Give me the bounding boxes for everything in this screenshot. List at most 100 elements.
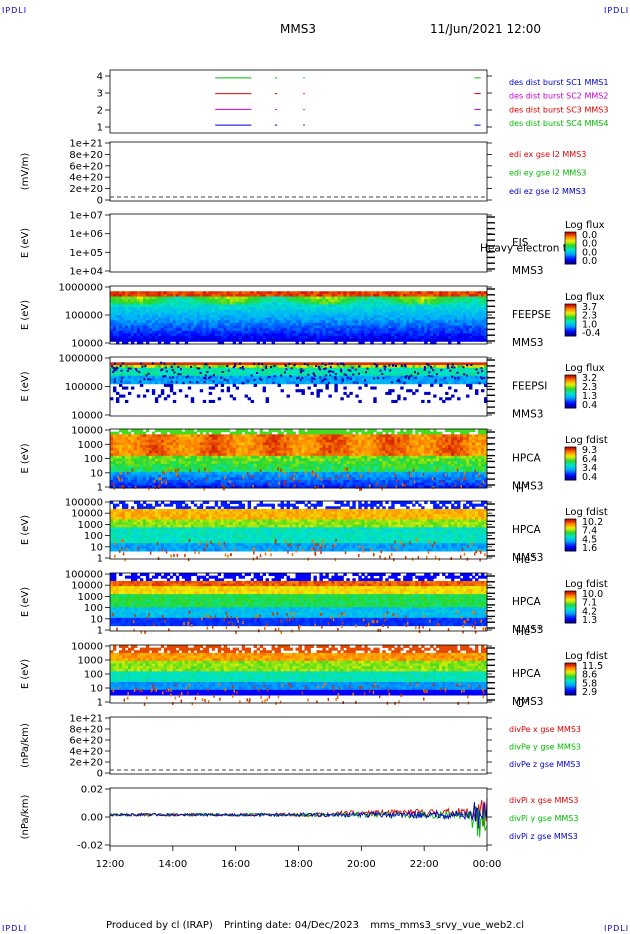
heatmap-cell — [319, 293, 323, 297]
heatmap-cell — [166, 367, 171, 371]
heatmap-cell — [127, 317, 132, 321]
heatmap-speckle — [273, 375, 276, 378]
heatmap-cell — [232, 466, 237, 470]
heatmap-cell — [193, 333, 198, 337]
colorbar-segment — [565, 380, 576, 383]
heatmap-cell — [325, 301, 329, 305]
heatmap-cell — [235, 301, 240, 305]
heatmap-speckle — [208, 366, 211, 369]
heatmap-cell — [352, 312, 356, 316]
heatmap-cell — [298, 375, 302, 379]
heatmap-cell — [202, 317, 207, 321]
heatmap-cell — [256, 375, 260, 379]
heatmap-cell — [142, 296, 147, 300]
heatmap-cell — [415, 373, 419, 377]
heatmap-cell — [439, 301, 443, 305]
heatmap-cell — [139, 322, 144, 326]
heatmap-cell — [208, 373, 213, 377]
heatmap-cell — [280, 312, 284, 316]
heatmap-cell — [157, 455, 162, 459]
heatmap-cell — [256, 378, 260, 382]
heatmap-cell — [379, 299, 383, 303]
heatmap-cell — [127, 474, 132, 478]
heatmap-cell — [442, 370, 446, 374]
heatmap-cell — [322, 375, 326, 379]
heatmap-cell — [178, 450, 183, 454]
heatmap-cell — [460, 301, 464, 305]
heatmap-cell — [169, 442, 174, 446]
heatmap-cell — [283, 312, 287, 316]
heatmap-cell — [199, 293, 204, 297]
heatmap-cell — [154, 330, 159, 334]
heatmap-cell — [286, 291, 290, 295]
heatmap-cell — [361, 325, 365, 329]
heatmap-cell — [445, 375, 449, 379]
heatmap-cell — [448, 365, 452, 369]
heatmap-cell — [202, 301, 207, 305]
heatmap-cell — [235, 322, 240, 326]
heatmap-cell — [472, 301, 476, 305]
heatmap-cell — [349, 322, 353, 326]
heatmap-cell — [172, 317, 177, 321]
heatmap-cell — [148, 293, 153, 297]
heatmap-cell — [253, 301, 258, 305]
heatmap-cell — [475, 333, 479, 337]
heatmap-cell — [277, 375, 281, 379]
heatmap-cell — [169, 477, 174, 481]
heatmap-cell — [145, 439, 150, 443]
heatmap-cell — [178, 301, 183, 305]
heatmap-cell — [469, 373, 473, 377]
heatmap-cell — [394, 381, 398, 385]
heatmap-cell — [271, 299, 275, 303]
heatmap-cell — [193, 309, 198, 313]
heatmap-cell — [253, 381, 258, 385]
heatmap-cell — [202, 309, 207, 313]
heatmap-cell — [436, 367, 440, 371]
heatmap-cell — [235, 378, 240, 382]
heatmap-cell — [136, 479, 141, 484]
heatmap-cell — [385, 375, 389, 379]
heatmap-cell — [331, 367, 335, 371]
heatmap-cell — [310, 328, 314, 332]
heatmap-cell — [118, 317, 123, 321]
heatmap-cell — [193, 338, 198, 342]
heatmap-cell — [382, 315, 386, 319]
heatmap-cell — [250, 370, 255, 374]
heatmap-cell — [211, 466, 216, 470]
heatmap-cell — [361, 299, 365, 303]
heatmap-cell — [202, 471, 207, 475]
heatmap-cell — [442, 381, 446, 385]
heatmap-cell — [349, 370, 353, 374]
heatmap-cell — [160, 463, 165, 467]
heatmap-cell — [412, 338, 416, 342]
heatmap-cell — [454, 304, 458, 308]
heatmap-cell — [478, 378, 482, 382]
heatmap-cell — [298, 317, 302, 321]
heatmap-cell — [472, 304, 476, 308]
heatmap-cell — [430, 301, 434, 305]
heatmap-cell — [229, 307, 234, 311]
heatmap-cell — [181, 434, 186, 438]
heatmap-cell — [208, 434, 213, 438]
heatmap-cell — [301, 391, 305, 395]
heatmap-cell — [184, 301, 189, 305]
heatmap-cell — [142, 479, 147, 484]
heatmap-cell — [304, 312, 308, 316]
heatmap-cell — [154, 336, 159, 340]
heatmap-cell — [235, 373, 240, 377]
heatmap-speckle — [465, 374, 468, 377]
heatmap-cell — [250, 362, 255, 366]
heatmap-cell — [451, 330, 455, 334]
heatmap-cell — [247, 296, 252, 300]
heatmap-cell — [298, 336, 302, 340]
heatmap-cell — [127, 330, 132, 334]
heatmap-speckle — [346, 377, 349, 380]
heatmap-cell — [208, 367, 213, 371]
heatmap-speckle — [358, 365, 361, 368]
heatmap-cell — [130, 386, 135, 390]
heatmap-cell — [379, 301, 383, 305]
heatmap-cell — [205, 434, 210, 438]
heatmap-cell — [310, 312, 314, 316]
heatmap-cell — [397, 325, 401, 329]
heatmap-cell — [475, 322, 479, 326]
